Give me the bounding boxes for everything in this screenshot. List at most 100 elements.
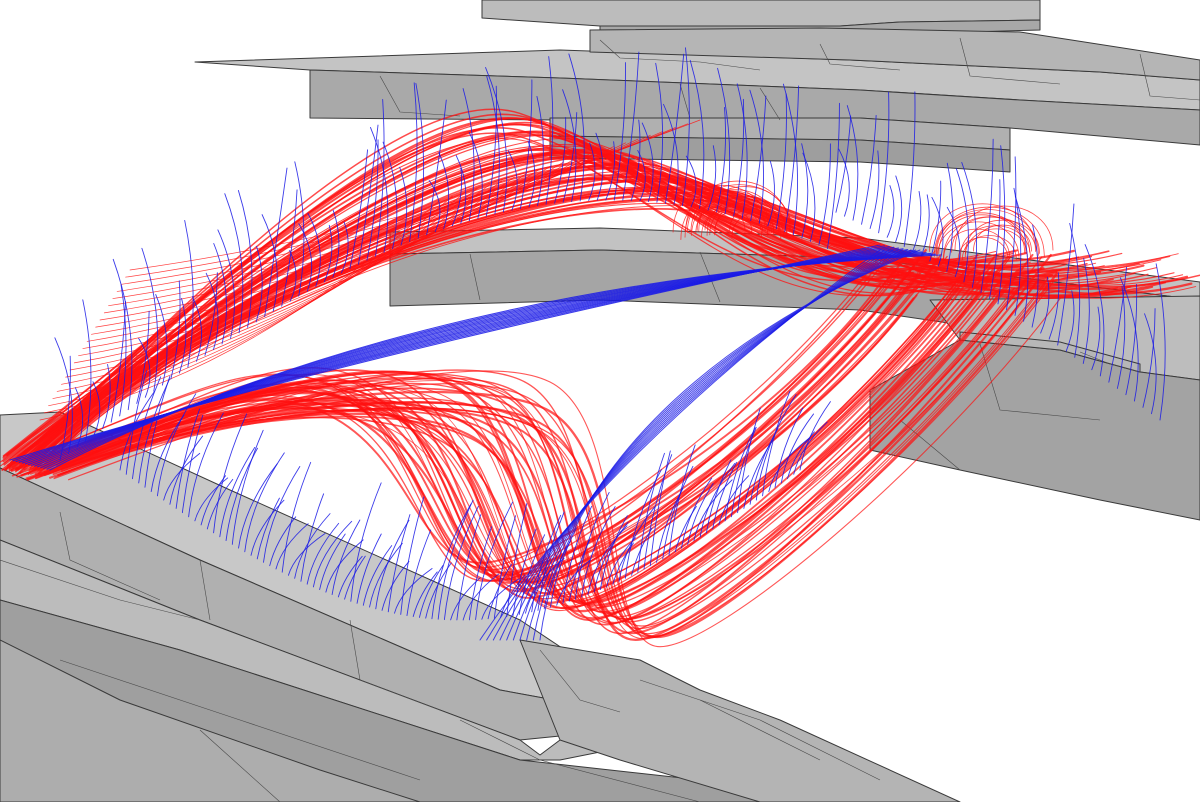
blue-transversal [730, 426, 757, 518]
blue-transversal [400, 496, 425, 615]
red-streamline [706, 196, 788, 236]
blue-transversal [132, 376, 162, 480]
blue-transversal [456, 514, 482, 621]
blue-transversal [323, 224, 333, 283]
blue-transversal [1057, 203, 1075, 346]
blue-transversal [263, 466, 301, 563]
blue-transversal [878, 91, 890, 234]
blue-transversal [213, 413, 248, 534]
blue-transversal [415, 82, 425, 239]
blue-transversal [150, 414, 185, 492]
blue-transversal [780, 413, 815, 484]
blue-transversal [543, 540, 571, 610]
blue-transversal [1084, 244, 1105, 377]
blue-transversal [545, 56, 554, 205]
blue-transversal [1006, 156, 1017, 311]
blue-transversal [716, 107, 726, 213]
blue-transversal [119, 284, 127, 417]
blue-transversal [487, 563, 512, 620]
blue-transversal [356, 533, 382, 604]
red-streamline [933, 206, 1045, 257]
blue-transversal [224, 193, 244, 334]
blue-transversal [231, 429, 264, 545]
blue-transversal [861, 114, 877, 225]
blue-transversal [736, 83, 748, 219]
blue-transversal [637, 149, 646, 202]
right-floor-massing [869, 295, 1200, 521]
blue-transversal [980, 138, 994, 294]
blue-transversal [668, 444, 696, 556]
blue-transversal [655, 62, 664, 203]
red-streamline [35, 272, 1059, 639]
blue-transversal [462, 573, 499, 621]
blue-transversal [485, 67, 508, 213]
red-streamline [43, 195, 453, 414]
blue-transversal [518, 534, 546, 615]
blue-guide [539, 249, 921, 641]
blue-transversal [307, 212, 321, 287]
blue-transversal [319, 533, 346, 590]
red-streamline [53, 298, 1061, 648]
blue-transversal [512, 528, 537, 616]
blue-transversal [554, 117, 567, 204]
blue-transversal [562, 112, 578, 203]
red-streamline [691, 197, 769, 236]
blue-transversal [294, 161, 305, 297]
blue-transversal [618, 506, 656, 582]
blue-transversal [595, 132, 604, 201]
blue-transversal [1040, 276, 1050, 334]
blue-transversal [175, 408, 201, 509]
blue-transversal [204, 272, 218, 356]
blue-transversal [1108, 266, 1128, 383]
blue-transversal [886, 185, 895, 238]
blue-curve-family [9, 47, 1166, 641]
blue-guide [49, 254, 941, 471]
blue-transversal [705, 459, 732, 534]
blue-transversal [712, 461, 737, 530]
blue-transversal [475, 501, 514, 621]
blue-transversal [191, 296, 203, 362]
blue-transversal [674, 506, 697, 553]
blue-transversal [630, 119, 641, 201]
blue-transversal [331, 519, 361, 596]
blue-transversal [358, 124, 379, 265]
blue-transversal [194, 477, 229, 522]
red-streamline [33, 205, 1197, 471]
blue-transversal [375, 99, 385, 257]
blue-transversal [689, 59, 705, 209]
blue-transversal [1091, 306, 1101, 371]
blue-transversal [682, 47, 690, 207]
red-streamline [959, 225, 1031, 258]
blue-transversal [205, 272, 219, 351]
blue-transversal [493, 515, 516, 619]
red-streamline [936, 221, 1020, 260]
blue-transversal [451, 167, 463, 227]
blue-transversal [92, 381, 101, 436]
blue-transversal [737, 407, 761, 514]
blue-transversal [306, 522, 340, 585]
blue-transversal [281, 189, 298, 307]
blue-transversal [181, 414, 204, 514]
red-streamline [672, 185, 770, 233]
blue-transversal [462, 88, 475, 222]
red-streamline [45, 253, 942, 595]
blue-transversal [443, 505, 479, 621]
blue-transversal [300, 493, 325, 582]
blue-transversal [188, 412, 224, 518]
red-streamline [938, 214, 1026, 254]
blue-transversal [1048, 272, 1060, 340]
blue-transversal [793, 421, 828, 475]
red-streamline [709, 203, 775, 236]
red-streamline [690, 189, 780, 233]
red-streamline [701, 206, 762, 237]
red-streamline [23, 280, 988, 605]
blue-transversal [426, 99, 447, 236]
blue-transversal [869, 150, 880, 229]
red-streamline [48, 192, 466, 407]
blue-transversal [387, 514, 411, 613]
blue-transversal [641, 122, 654, 203]
blue-transversal [556, 559, 591, 606]
blue-transversal [775, 93, 787, 230]
blue-transversal [961, 162, 978, 288]
